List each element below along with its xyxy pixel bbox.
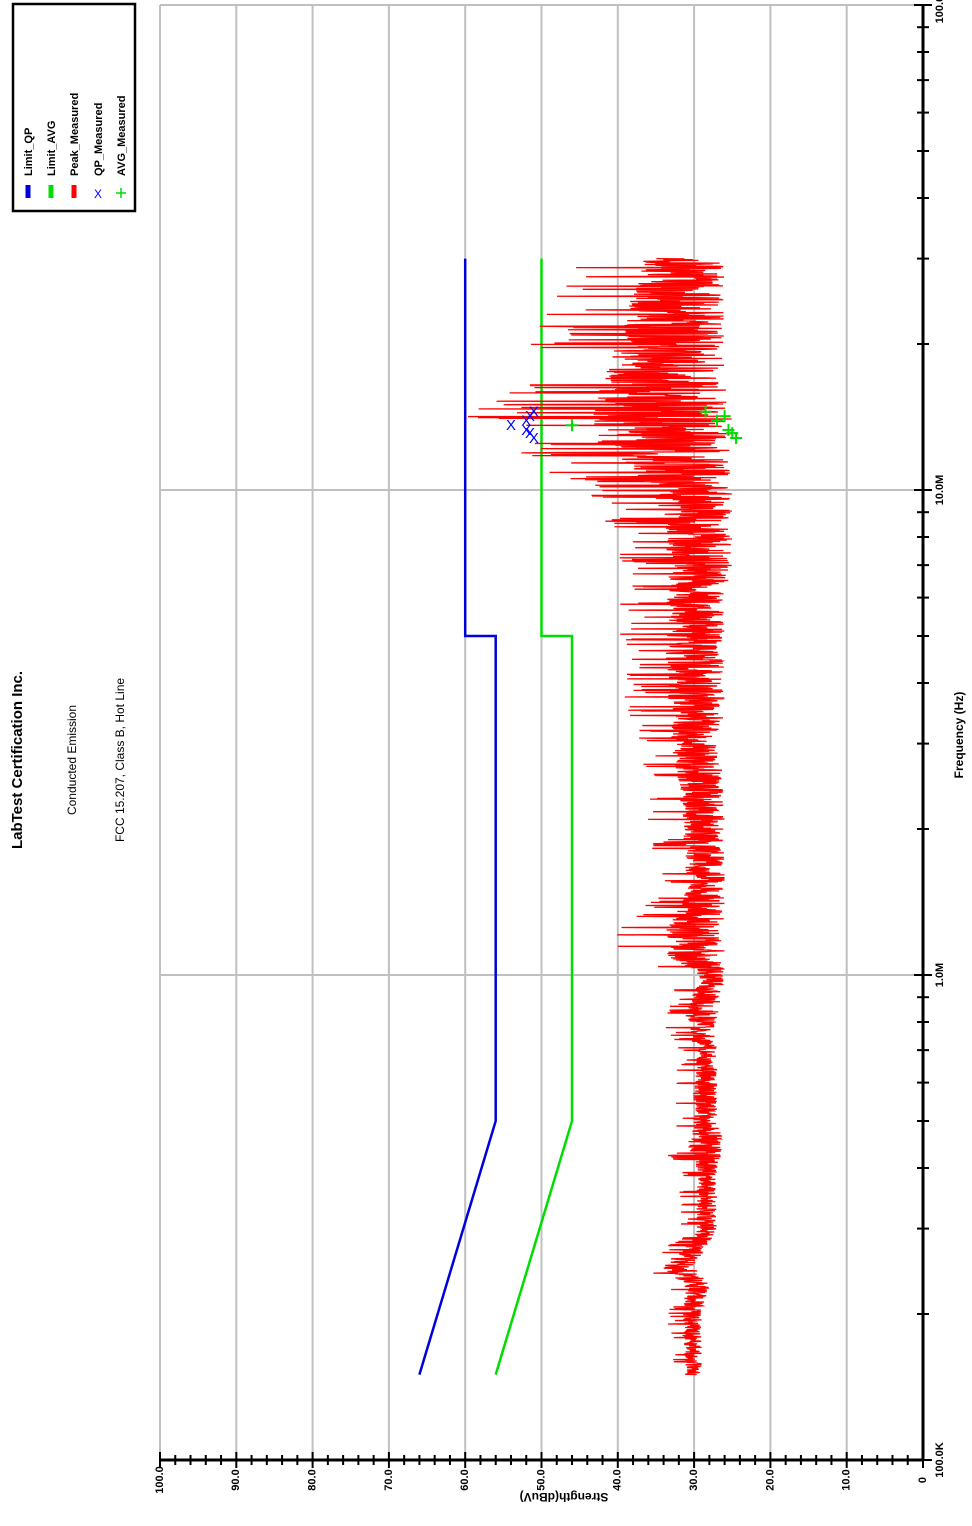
series-peak-measured (467, 257, 733, 1376)
x-axis-label: Frequency (Hz) (952, 692, 966, 779)
y-tick-label: 80.0 (307, 1469, 319, 1490)
x-tick-label: 100.0M (934, 0, 946, 23)
peak-measured-trace (467, 257, 733, 1376)
avg-marker (718, 410, 731, 423)
y-tick-label: 10.0 (841, 1469, 853, 1490)
legend-box (11, 2, 137, 213)
legend-label: AVG_Measured (116, 96, 128, 177)
qp-marker: X (506, 417, 516, 434)
y-tick-label: 70.0 (383, 1469, 395, 1490)
x-tick-label: 10.0M (934, 475, 946, 506)
series-limit-avg (494, 258, 574, 1375)
avg-marker (710, 414, 723, 427)
chart-title: LabTest Certification Inc. (9, 671, 26, 849)
y-tick-label: 100.0 (154, 1466, 166, 1494)
qp-marker: X (529, 430, 539, 447)
x-tick-label: 100.0K (934, 1442, 946, 1478)
y-tick-label: 20.0 (764, 1469, 776, 1490)
chart-standard: FCC 15.207, Class B, Hot Line (113, 678, 127, 842)
legend-marker-x: X (94, 187, 102, 201)
qp-marker: X (525, 425, 535, 442)
qp-marker: X (529, 404, 539, 421)
qp-marker: X (525, 408, 535, 425)
axes: 100.0K 1.0M 10.0M 100.0M 0 10.0 20.0 30.0 40.0 50… (154, 0, 946, 1494)
x-tick-label: 1.0M (934, 963, 946, 987)
qp-marker: X (521, 422, 531, 439)
qp-marker: X (521, 413, 531, 430)
y-tick-label: 50.0 (535, 1469, 547, 1490)
legend-label: Limit_AVG (46, 121, 58, 176)
legend: Limit_QP Limit_AVG Peak_Measured X QP_Measur… (11, 2, 137, 213)
legend-label: QP_Measured (93, 103, 105, 176)
grid (159, 4, 924, 1461)
series-limit-qp (418, 258, 497, 1375)
limit-lines (418, 258, 574, 1375)
legend-label: Peak_Measured (69, 93, 81, 176)
avg-marker (722, 423, 735, 436)
avg-marker (699, 405, 712, 418)
chart-subtitle: Conducted Emission (65, 705, 79, 815)
legend-label: Limit_QP (23, 128, 35, 176)
y-tick-label: 40.0 (612, 1469, 624, 1490)
y-tick-label: 30.0 (688, 1469, 700, 1490)
avg-marker (566, 419, 579, 432)
y-axis-label: Strength(dBuV) (520, 1490, 609, 1504)
y-tick-label: 0 (917, 1477, 929, 1483)
y-tick-label: 90.0 (230, 1469, 242, 1490)
y-tick-label: 60.0 (459, 1469, 471, 1490)
